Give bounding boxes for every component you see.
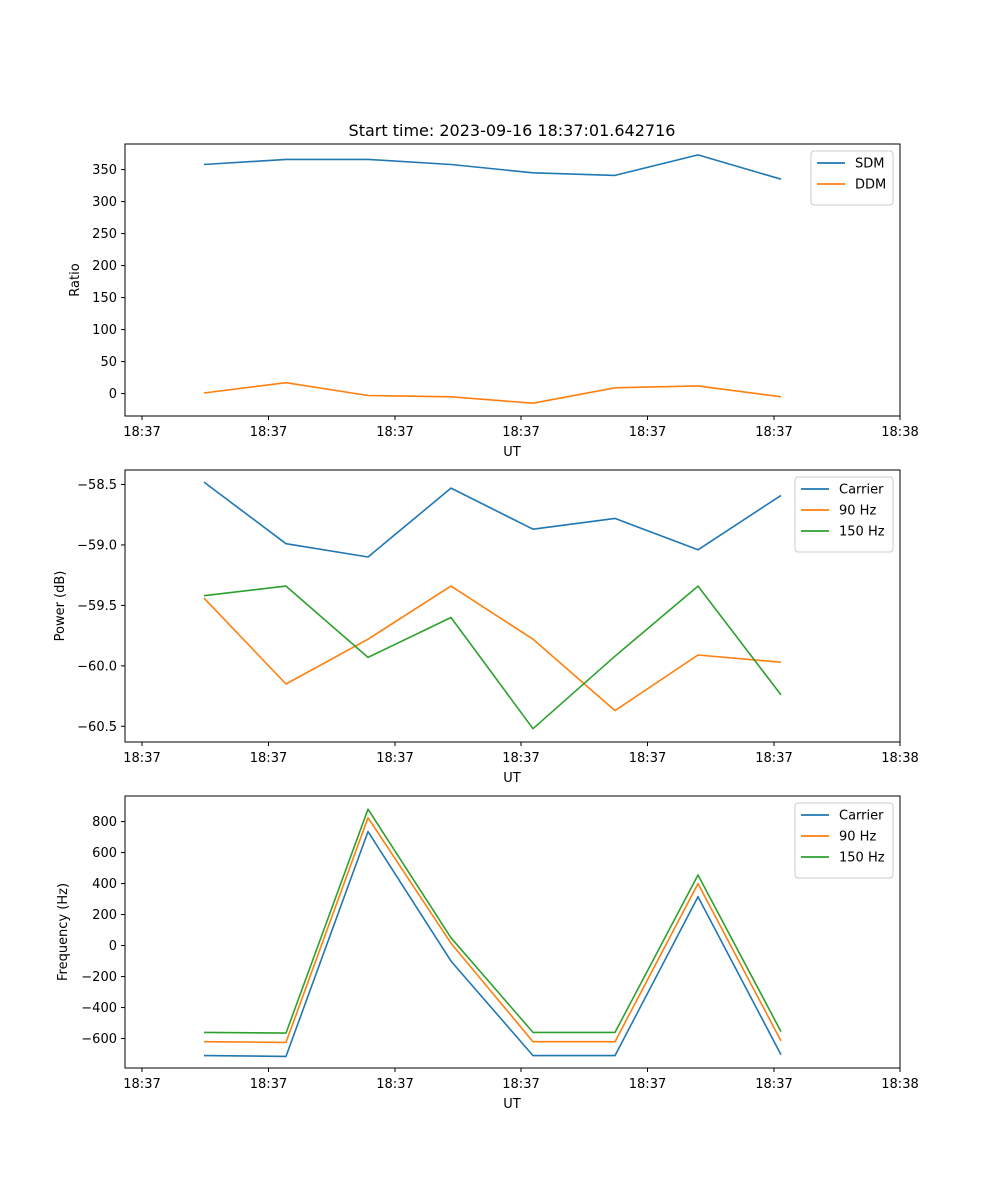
x-tick-label: 18:37 bbox=[502, 751, 539, 766]
y-ticks: −58.5 −59.0 −59.5 −60.0 −60.5 bbox=[77, 478, 125, 735]
legend: SDM DDM bbox=[810, 150, 894, 206]
y-tick-label: −59.0 bbox=[77, 538, 117, 553]
series-line-sdm bbox=[203, 154, 782, 180]
x-tick-label: 18:37 bbox=[123, 751, 160, 766]
y-tick-label: 150 bbox=[92, 291, 117, 306]
legend-label: 90 Hz bbox=[839, 504, 876, 519]
y-tick-label: −600 bbox=[81, 1032, 117, 1047]
legend-label: 150 Hz bbox=[839, 525, 885, 540]
plot-area-frame bbox=[124, 795, 901, 1069]
legend-label: 90 Hz bbox=[839, 830, 876, 845]
x-tick-label: 18:37 bbox=[123, 425, 160, 440]
y-tick-label: 200 bbox=[92, 259, 117, 274]
x-tick-label: 18:37 bbox=[250, 1077, 287, 1092]
series-line-carrier bbox=[203, 830, 782, 1058]
y-axis-label: Ratio bbox=[68, 263, 83, 296]
subplot-power: −58.5−59.0−59.5−60.0−60.5 18:37 18:37 18:3… bbox=[53, 469, 919, 786]
legend-label: SDM bbox=[855, 157, 884, 172]
plot-area-frame bbox=[124, 143, 901, 417]
y-tick-label: 300 bbox=[92, 195, 117, 210]
y-tick-label: −60.0 bbox=[77, 659, 117, 674]
legend-label: Carrier bbox=[839, 483, 884, 498]
y-axis-label: Frequency (Hz) bbox=[56, 883, 71, 981]
x-tick-label: 18:38 bbox=[881, 1077, 918, 1092]
y-tick-label: −58.5 bbox=[77, 478, 117, 493]
series-line-150-hz bbox=[203, 808, 782, 1034]
y-tick-label: 800 bbox=[92, 815, 117, 830]
legend-label: DDM bbox=[855, 178, 886, 193]
y-tick-label: 50 bbox=[100, 355, 117, 370]
x-tick-label: 18:37 bbox=[755, 1077, 792, 1092]
series-line-90-hz bbox=[203, 585, 782, 712]
subplot-ratio: Start time: 2023-09-16 18:37:01.642716 0… bbox=[68, 121, 919, 460]
series-line-carrier bbox=[203, 481, 782, 558]
y-tick-label: 200 bbox=[92, 908, 117, 923]
x-tick-label: 18:37 bbox=[755, 751, 792, 766]
series-line-90-hz bbox=[203, 816, 782, 1044]
legend: Carrier 90 Hz 150 Hz bbox=[794, 476, 894, 553]
y-tick-label: 100 bbox=[92, 323, 117, 338]
legend-label: Carrier bbox=[839, 809, 884, 824]
y-tick-label: −60.5 bbox=[77, 720, 117, 735]
legend-box bbox=[794, 476, 894, 553]
chart-title: Start time: 2023-09-16 18:37:01.642716 bbox=[349, 121, 676, 140]
y-tick-label: 0 bbox=[109, 939, 117, 954]
plot-lines bbox=[203, 481, 782, 730]
y-tick-label: 350 bbox=[92, 163, 117, 178]
legend-label: 150 Hz bbox=[839, 851, 885, 866]
legend: Carrier 90 Hz 150 Hz bbox=[794, 802, 894, 879]
y-axis-label: Power (dB) bbox=[53, 571, 68, 642]
plot-lines bbox=[203, 808, 782, 1058]
y-tick-label: 600 bbox=[92, 846, 117, 861]
legend-box bbox=[794, 802, 894, 879]
x-tick-label: 18:37 bbox=[250, 425, 287, 440]
x-tick-label: 18:38 bbox=[881, 425, 918, 440]
y-ticks: 800 600 400 200 0 −200 −400 −600 bbox=[81, 815, 125, 1047]
x-tick-label: 18:37 bbox=[629, 1077, 666, 1092]
x-tick-label: 18:37 bbox=[250, 751, 287, 766]
x-tick-label: 18:37 bbox=[502, 1077, 539, 1092]
x-axis-label: UT bbox=[503, 1097, 521, 1112]
series-line-ddm bbox=[203, 381, 782, 405]
y-tick-label: −59.5 bbox=[77, 599, 117, 614]
x-ticks: 18:37 18:37 18:37 18:37 18:37 18:37 18:38 bbox=[123, 1068, 919, 1092]
plot-lines bbox=[203, 154, 782, 405]
x-tick-label: 18:37 bbox=[629, 425, 666, 440]
x-axis-label: UT bbox=[503, 445, 521, 460]
y-tick-label: 0 bbox=[109, 387, 117, 402]
y-tick-label: −200 bbox=[81, 970, 117, 985]
x-tick-label: 18:37 bbox=[123, 1077, 160, 1092]
series-line-150-hz bbox=[203, 585, 782, 730]
y-tick-label: −400 bbox=[81, 1001, 117, 1016]
y-tick-label: 400 bbox=[92, 877, 117, 892]
x-tick-label: 18:37 bbox=[755, 425, 792, 440]
x-ticks: 18:37 18:37 18:37 18:37 18:37 18:37 18:38 bbox=[123, 742, 919, 766]
x-tick-label: 18:37 bbox=[376, 425, 413, 440]
x-tick-label: 18:38 bbox=[881, 751, 918, 766]
y-ticks: 0 50 100 150 200 250 300 350 bbox=[92, 163, 125, 402]
x-ticks: 18:37 18:37 18:37 18:37 18:37 18:37 18:38 bbox=[123, 416, 919, 440]
x-tick-label: 18:37 bbox=[502, 425, 539, 440]
x-axis-label: UT bbox=[503, 771, 521, 786]
plot-area-frame bbox=[124, 469, 901, 743]
legend-box bbox=[810, 150, 894, 206]
x-tick-label: 18:37 bbox=[376, 1077, 413, 1092]
y-tick-label: 250 bbox=[92, 227, 117, 242]
x-tick-label: 18:37 bbox=[376, 751, 413, 766]
x-tick-label: 18:37 bbox=[629, 751, 666, 766]
